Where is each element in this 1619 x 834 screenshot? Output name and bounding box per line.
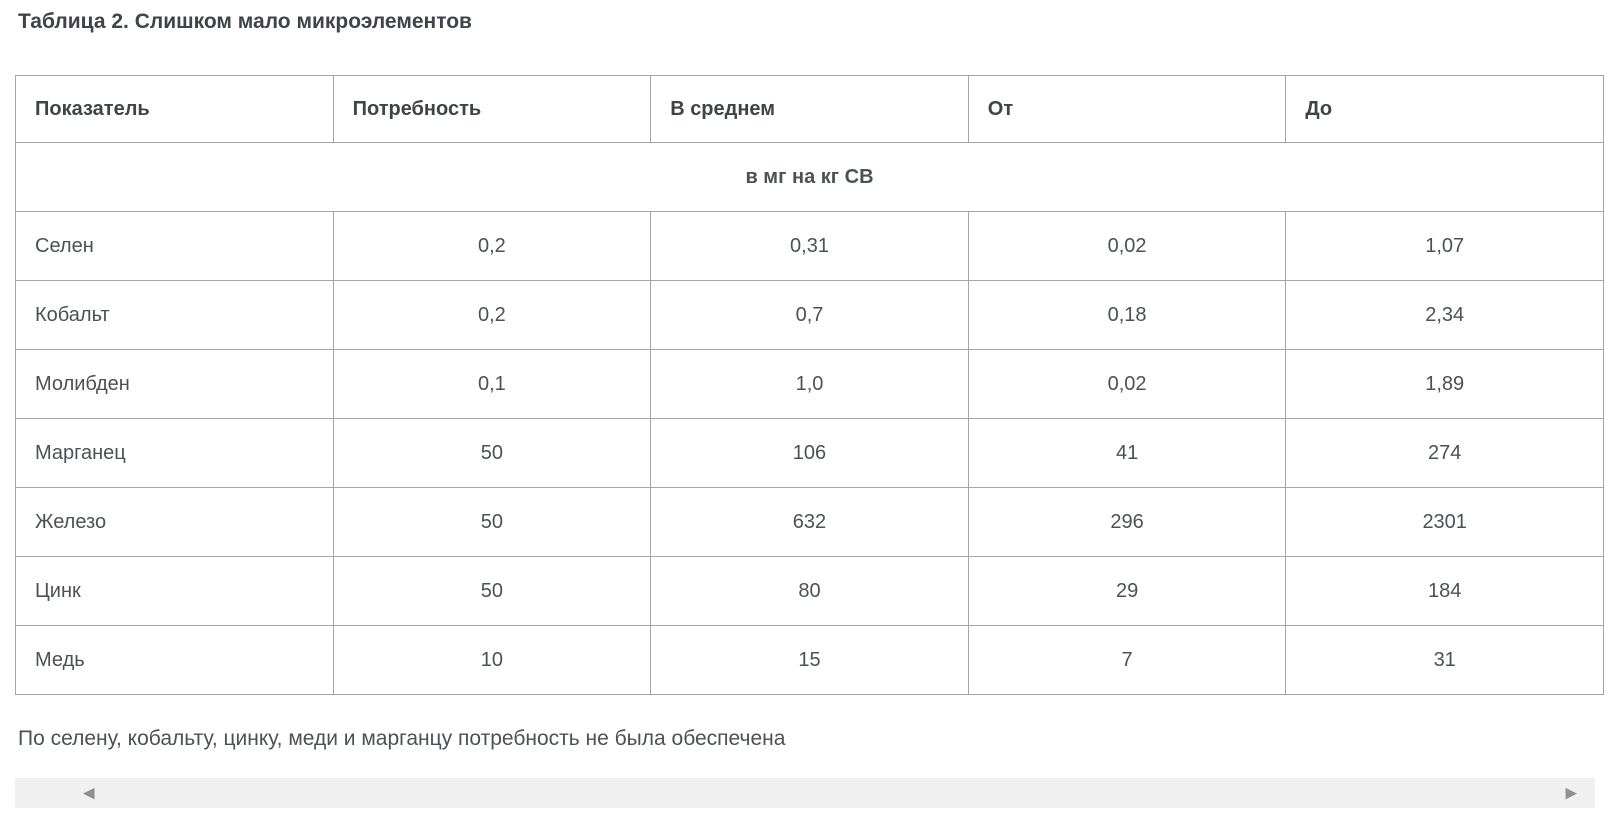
cell-element-name: Железо	[15, 487, 334, 557]
cell-from: 0,18	[967, 280, 1287, 350]
table-row: Кобальт 0,2 0,7 0,18 2,34	[15, 280, 1604, 350]
cell-element-name: Молибден	[15, 349, 334, 419]
table-row: Цинк 50 80 29 184	[15, 556, 1604, 626]
cell-average: 106	[650, 418, 969, 488]
cell-average: 15	[650, 625, 969, 695]
scroll-right-arrow-icon[interactable]: ▶	[1565, 783, 1577, 802]
cell-average: 632	[650, 487, 969, 557]
cell-from: 7	[967, 625, 1287, 695]
column-header-from: От	[967, 75, 1287, 143]
cell-from: 296	[967, 487, 1287, 557]
cell-to: 2,34	[1285, 280, 1604, 350]
unit-label: в мг на кг СВ	[15, 142, 1604, 212]
cell-from: 0,02	[967, 211, 1287, 281]
cell-average: 0,31	[650, 211, 969, 281]
cell-requirement: 50	[332, 487, 652, 557]
table-title: Таблица 2. Слишком мало микроэлементов	[18, 10, 472, 33]
cell-element-name: Медь	[15, 625, 334, 695]
cell-to: 184	[1285, 556, 1604, 626]
cell-from: 29	[967, 556, 1287, 626]
cell-average: 1,0	[650, 349, 969, 419]
cell-to: 1,07	[1285, 211, 1604, 281]
cell-requirement: 50	[332, 418, 652, 488]
cell-to: 1,89	[1285, 349, 1604, 419]
horizontal-scrollbar[interactable]: ◀ ▶	[15, 778, 1595, 808]
table-row: Селен 0,2 0,31 0,02 1,07	[15, 211, 1604, 281]
cell-requirement: 0,2	[332, 211, 652, 281]
micronutrients-table: Показатель Потребность В среднем От До в…	[15, 75, 1604, 695]
cell-element-name: Цинк	[15, 556, 334, 626]
unit-row: в мг на кг СВ	[15, 142, 1604, 212]
column-header-requirement: Потребность	[332, 75, 652, 143]
cell-requirement: 10	[332, 625, 652, 695]
cell-to: 31	[1285, 625, 1604, 695]
table-row: Марганец 50 106 41 274	[15, 418, 1604, 488]
table-row: Молибден 0,1 1,0 0,02 1,89	[15, 349, 1604, 419]
scroll-left-arrow-icon[interactable]: ◀	[83, 783, 95, 802]
table-row: Медь 10 15 7 31	[15, 625, 1604, 695]
cell-element-name: Кобальт	[15, 280, 334, 350]
cell-from: 41	[967, 418, 1287, 488]
cell-requirement: 0,1	[332, 349, 652, 419]
cell-requirement: 50	[332, 556, 652, 626]
cell-average: 80	[650, 556, 969, 626]
cell-to: 274	[1285, 418, 1604, 488]
column-header-average: В среднем	[650, 75, 969, 143]
header-row: Показатель Потребность В среднем От До	[15, 75, 1604, 143]
column-header-indicator: Показатель	[15, 75, 334, 143]
cell-to: 2301	[1285, 487, 1604, 557]
content-area: Таблица 2. Слишком мало микроэлементов П…	[0, 8, 1619, 808]
table-row: Железо 50 632 296 2301	[15, 487, 1604, 557]
cell-element-name: Селен	[15, 211, 334, 281]
cell-average: 0,7	[650, 280, 969, 350]
cell-from: 0,02	[967, 349, 1287, 419]
cell-requirement: 0,2	[332, 280, 652, 350]
cell-element-name: Марганец	[15, 418, 334, 488]
table-footnote: По селену, кобальту, цинку, меди и марга…	[18, 727, 786, 750]
column-header-to: До	[1285, 75, 1604, 143]
